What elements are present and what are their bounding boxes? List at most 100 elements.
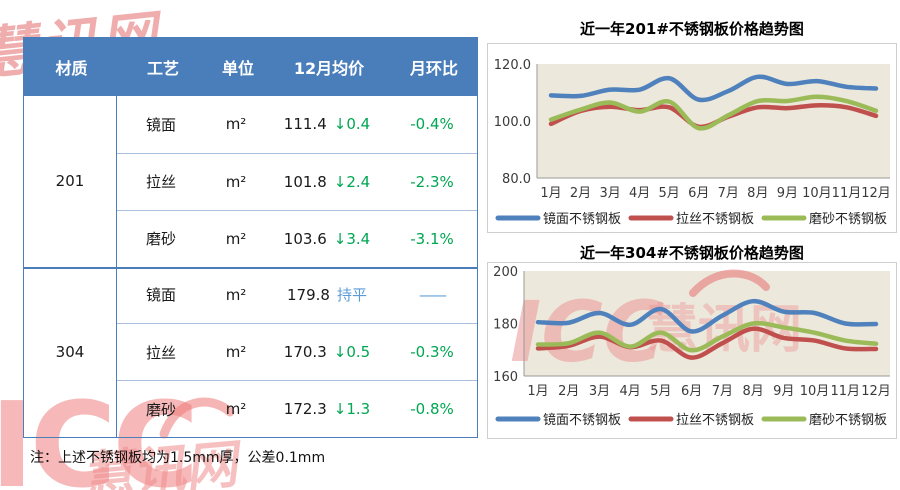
x-tick-label: 11月 <box>830 384 860 399</box>
chart-title-304: 近一年304#不锈钢板价格趋势图 <box>580 244 804 262</box>
x-tick-label: 2月 <box>570 186 591 201</box>
mom-cell: -3.1% <box>410 229 454 248</box>
x-tick-label: 1月 <box>527 384 548 399</box>
mom-cell: -0.4% <box>410 115 454 134</box>
y-tick-label: 120.0 <box>494 58 531 73</box>
price-value: 101.8 <box>283 172 327 191</box>
y-tick-label: 180 <box>493 318 518 333</box>
rows-column: 镜面 m² 111.4 ↓0.4 -0.4% 拉丝 m² 101.8 ↓2.4 <box>117 96 477 437</box>
table-header-row: 材质 工艺 单位 12月均价 月环比 <box>24 38 477 96</box>
unit-cell: m² <box>225 285 247 304</box>
price-change-down: ↓2.4 <box>333 172 371 191</box>
watermark-swoosh-icon <box>689 269 770 297</box>
process-cell: 磨砂 <box>145 230 176 249</box>
legend-item: 拉丝不锈钢板 <box>628 212 754 227</box>
mom-cell: -0.3% <box>410 343 454 362</box>
chart-201: 80.0 100.0 120.0 1月 2月 3月 4月 5月 6月 7月 8月 9月 10月 11月 12… <box>487 43 897 233</box>
series-line-2 <box>548 94 879 131</box>
unit-cell: m² <box>225 115 247 134</box>
x-tick-label: 8月 <box>742 384 763 399</box>
legend-item: 镜面不锈钢板 <box>495 413 621 428</box>
price-cell: 170.3 ↓0.5 <box>267 343 387 361</box>
price-change-down: ↓0.4 <box>333 115 371 134</box>
material-column: 201 304 <box>24 96 117 437</box>
x-tick-label: 1月 <box>540 186 561 201</box>
table-row: 拉丝 m² 170.3 ↓0.5 -0.3% <box>117 323 477 380</box>
line-chart-canvas: 80.0 100.0 120.0 1月 2月 3月 4月 5月 6月 7月 8月 9月 10月 11月 12… <box>494 58 891 227</box>
mom-cell: -2.3% <box>410 172 454 191</box>
price-cell: 103.6 ↓3.4 <box>267 230 387 248</box>
x-tick-label: 12月 <box>861 384 891 399</box>
table-row: 拉丝 m² 101.8 ↓2.4 -2.3% <box>117 152 477 210</box>
x-tick-label: 9月 <box>773 384 794 399</box>
legend-label: 拉丝不锈钢板 <box>676 413 754 428</box>
price-change-flat: 持平 <box>336 286 367 305</box>
price-cell: 101.8 ↓2.4 <box>267 173 387 191</box>
col-header-mom: 月环比 <box>409 59 458 78</box>
x-tick-label: 12月 <box>861 186 891 201</box>
section-divider <box>23 267 478 269</box>
col-header-dec-avg-price: 12月均价 <box>293 59 365 78</box>
process-cell: 磨砂 <box>145 400 176 419</box>
x-tick-label: 5月 <box>659 186 680 201</box>
process-cell: 拉丝 <box>145 173 176 192</box>
x-tick-label: 4月 <box>620 384 641 399</box>
watermark-icc-text: ICC <box>510 283 665 381</box>
x-tick-label: 4月 <box>629 186 650 201</box>
col-header-unit: 单位 <box>221 59 254 78</box>
price-cell: 179.8 持平 <box>267 284 387 305</box>
x-tick-label: 3月 <box>589 384 610 399</box>
process-cell: 镜面 <box>145 286 176 305</box>
x-tick-label: 7月 <box>718 186 739 201</box>
series-line-2 <box>535 320 879 353</box>
material-201: 201 <box>55 172 85 191</box>
unit-cell: m² <box>225 172 247 191</box>
legend-label: 镜面不锈钢板 <box>543 212 621 227</box>
process-cell: 拉丝 <box>145 343 176 362</box>
price-value: 172.3 <box>283 400 327 419</box>
legend-item: 磨砂不锈钢板 <box>761 212 887 227</box>
series-line-0 <box>535 298 879 334</box>
table-row: 镜面 m² 179.8 持平 —— <box>117 266 477 323</box>
legend-label: 磨砂不锈钢板 <box>809 413 887 428</box>
price-table: 材质 工艺 单位 12月均价 月环比 201 304 镜面 m² 111.4 ↓… <box>23 37 478 438</box>
price-change-down: ↓0.5 <box>333 343 371 362</box>
y-tick-label: 80.0 <box>502 172 531 187</box>
mom-cell: —— <box>419 285 447 304</box>
y-tick-label: 200 <box>493 265 518 280</box>
series-line-1 <box>535 326 879 360</box>
x-tick-label: 2月 <box>558 384 579 399</box>
unit-cell: m² <box>225 400 247 419</box>
chart-304: ICC 慧讯网 160 180 200 1月 2月 3月 4月 5月 6月 7月 8月 9月 10月 11月 1… <box>487 262 897 439</box>
material-304: 304 <box>55 342 85 361</box>
process-cell: 镜面 <box>145 115 176 134</box>
price-cell: 172.3 ↓1.3 <box>267 400 387 418</box>
chart-title-201: 近一年201#不锈钢板价格趋势图 <box>580 20 804 38</box>
price-cell: 111.4 ↓0.4 <box>267 115 387 133</box>
table-note: 注：上述不锈钢板均为1.5mm厚，公差0.1mm <box>30 450 326 466</box>
price-value: 103.6 <box>283 229 327 248</box>
price-value: 111.4 <box>283 115 327 134</box>
price-value: 170.3 <box>283 343 327 362</box>
unit-cell: m² <box>225 343 247 362</box>
legend-label: 镜面不锈钢板 <box>543 413 621 428</box>
legend-label: 磨砂不锈钢板 <box>809 212 887 227</box>
legend-label: 拉丝不锈钢板 <box>676 212 754 227</box>
x-tick-label: 6月 <box>688 186 709 201</box>
table-row: 镜面 m² 111.4 ↓0.4 -0.4% <box>117 96 477 153</box>
unit-cell: m² <box>225 229 247 248</box>
x-tick-label: 8月 <box>747 186 768 201</box>
y-tick-label: 160 <box>493 370 518 385</box>
price-change-down: ↓3.4 <box>333 229 371 248</box>
x-tick-label: 10月 <box>800 384 830 399</box>
table-row: 磨砂 m² 172.3 ↓1.3 -0.8% <box>117 380 477 437</box>
legend-item: 磨砂不锈钢板 <box>761 413 887 428</box>
legend-item: 拉丝不锈钢板 <box>628 413 754 428</box>
table-row: 磨砂 m² 103.6 ↓3.4 -3.1% <box>117 209 477 267</box>
col-header-material: 材质 <box>55 59 88 78</box>
col-header-process: 工艺 <box>146 59 179 78</box>
x-tick-label: 9月 <box>777 186 798 201</box>
table-body: 201 304 镜面 m² 111.4 ↓0.4 -0.4% 拉丝 m² <box>24 96 477 437</box>
